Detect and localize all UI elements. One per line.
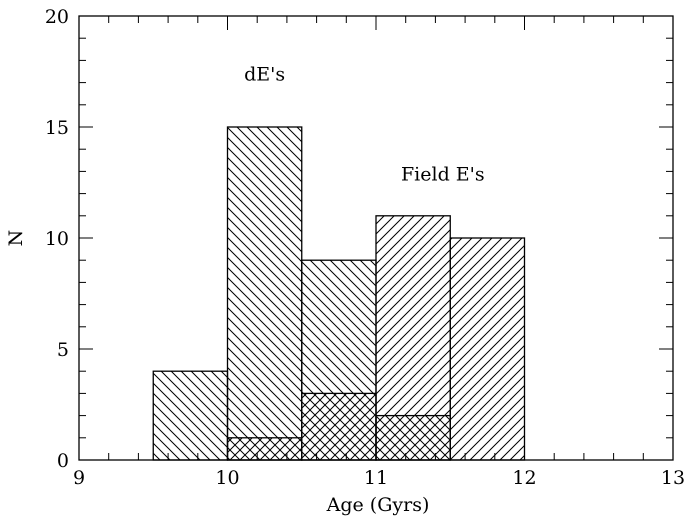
bar-series1-11.5 xyxy=(449,237,526,461)
y-tick-label: 10 xyxy=(45,228,69,250)
bar-series1-10 xyxy=(226,437,303,461)
histogram-bars xyxy=(152,126,526,461)
bar-series0-10 xyxy=(226,126,303,461)
axes: 9 10 11 12 13 0 5 10 15 20 xyxy=(45,6,685,489)
annotation-field-es: Field E's xyxy=(401,163,485,185)
y-tick-label: 20 xyxy=(45,6,69,28)
bar-series1-10.5 xyxy=(301,392,377,461)
y-axis-label: N xyxy=(5,230,27,247)
bar-series0-9.5 xyxy=(152,370,229,461)
x-tick-label: 9 xyxy=(73,467,85,489)
x-tick-label: 11 xyxy=(364,467,388,489)
x-tick-label: 13 xyxy=(661,467,685,489)
x-axis-label: Age (Gyrs) xyxy=(326,494,430,516)
x-tick-label: 10 xyxy=(215,467,239,489)
y-tick-label: 5 xyxy=(57,339,69,361)
x-tick-label: 12 xyxy=(512,467,536,489)
annotation-des: dE's xyxy=(244,63,285,85)
y-tick-label: 0 xyxy=(57,450,69,472)
y-tick-label: 15 xyxy=(45,117,69,139)
bar-series2-11 xyxy=(375,414,451,461)
